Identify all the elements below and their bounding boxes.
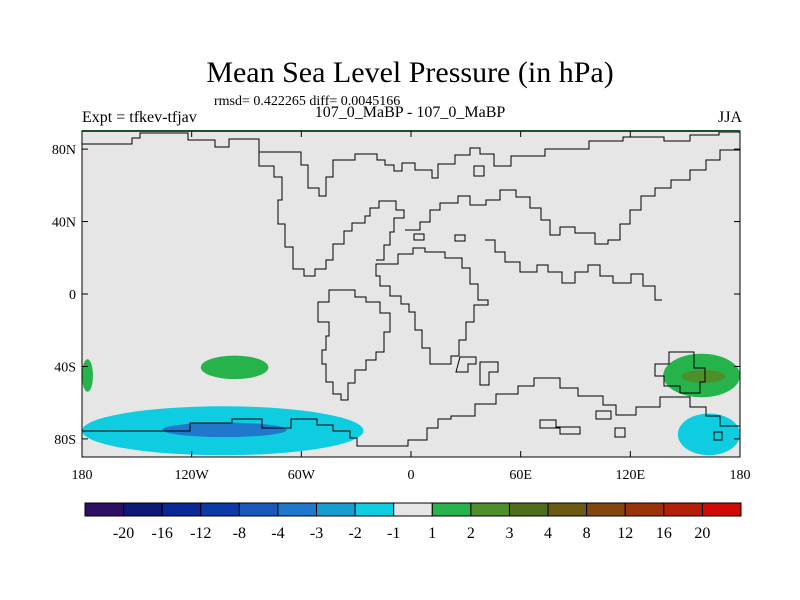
contour-region-s-indian-high-core xyxy=(681,370,726,383)
coastline-south-asia xyxy=(485,239,662,301)
contour-fill-layer xyxy=(82,131,740,457)
colorbar-label: -16 xyxy=(152,525,173,542)
colorbar-label: -8 xyxy=(233,525,246,542)
colorbar-swatch xyxy=(200,502,240,517)
coastline-small-islands xyxy=(413,165,723,441)
colorbar-swatch xyxy=(123,502,163,517)
colorbar-swatch xyxy=(316,502,356,517)
stats-label: rmsd= 0.422265 diff= 0.0045166 xyxy=(214,94,401,109)
chart-title: Mean Sea Level Pressure (in hPa) xyxy=(206,56,614,89)
coastline-layer xyxy=(82,131,740,447)
axis-layer: 180 120W 60W 0 60E 120E 180 80N 40N 0 40S 80S xyxy=(52,131,751,483)
colorbar-swatch xyxy=(701,502,742,517)
colorbar: -20 -16 -12 -8 -4 -3 -2 -1 1 2 3 4 8 12 16 20 xyxy=(84,502,742,542)
colorbar-swatch xyxy=(586,502,626,517)
colorbar-swatch xyxy=(354,502,395,517)
x-tick-label: 120E xyxy=(616,468,646,483)
colorbar-label: -1 xyxy=(387,525,400,542)
colorbar-label: -20 xyxy=(113,525,134,542)
colorbar-label: 3 xyxy=(505,525,513,542)
coastline-north-america xyxy=(258,152,405,277)
y-tick-label: 80N xyxy=(52,143,76,158)
contour-region-antarctic-east-low xyxy=(677,413,740,456)
colorbar-label: 4 xyxy=(544,525,552,542)
colorbar-swatch xyxy=(431,502,472,517)
coastline-indonesia xyxy=(455,356,499,386)
colorbar-label: 8 xyxy=(583,525,591,542)
y-tick-label: 0 xyxy=(69,288,76,303)
contour-region-dateline-west-high xyxy=(82,359,93,392)
x-tick-label: 60E xyxy=(509,468,532,483)
coastline-outline-north xyxy=(82,131,740,197)
y-tick-label: 40N xyxy=(52,216,76,231)
colorbar-swatch xyxy=(238,502,279,517)
coastline-australia xyxy=(654,351,706,394)
coastline-eurasia xyxy=(405,149,740,245)
colorbar-label: 16 xyxy=(656,525,672,542)
x-tick-label: 180 xyxy=(730,468,751,483)
x-tick-label: 180 xyxy=(72,468,93,483)
experiment-pair-label: 107_0_MaBP - 107_0_MaBP xyxy=(314,104,506,121)
colorbar-label: -4 xyxy=(271,525,284,542)
colorbar-label: 20 xyxy=(694,525,710,542)
x-tick-label: 0 xyxy=(408,468,415,483)
colorbar-swatch xyxy=(508,502,549,517)
colorbar-label: 2 xyxy=(467,525,475,542)
coastline-antarctica xyxy=(82,377,740,447)
x-tick-label: 60W xyxy=(288,468,316,483)
contour-region-s-pacific-low-inner xyxy=(162,422,287,438)
colorbar-swatch xyxy=(84,502,125,517)
colorbar-label: -3 xyxy=(310,525,323,542)
colorbar-label: 12 xyxy=(617,525,633,542)
colorbar-swatch xyxy=(161,502,202,517)
colorbar-label: -2 xyxy=(348,525,361,542)
coastline-africa xyxy=(375,247,489,365)
colorbar-swatch xyxy=(470,502,510,517)
colorbar-swatch xyxy=(277,502,318,517)
x-tick-label: 120W xyxy=(175,468,210,483)
coastline-south-america xyxy=(317,289,391,401)
colorbar-swatch xyxy=(663,502,703,517)
colorbar-label: -12 xyxy=(190,525,211,542)
colorbar-swatch xyxy=(393,502,433,517)
colorbar-swatch xyxy=(547,502,588,517)
y-tick-label: 80S xyxy=(54,433,76,448)
experiment-label: Expt = tfkev-tfjav xyxy=(82,109,197,126)
y-tick-label: 40S xyxy=(54,360,76,375)
season-label: JJA xyxy=(717,109,742,126)
neutral-background xyxy=(82,131,740,457)
colorbar-swatch xyxy=(624,502,665,517)
contour-region-s-pacific-high xyxy=(200,355,269,380)
colorbar-label: 1 xyxy=(428,525,436,542)
